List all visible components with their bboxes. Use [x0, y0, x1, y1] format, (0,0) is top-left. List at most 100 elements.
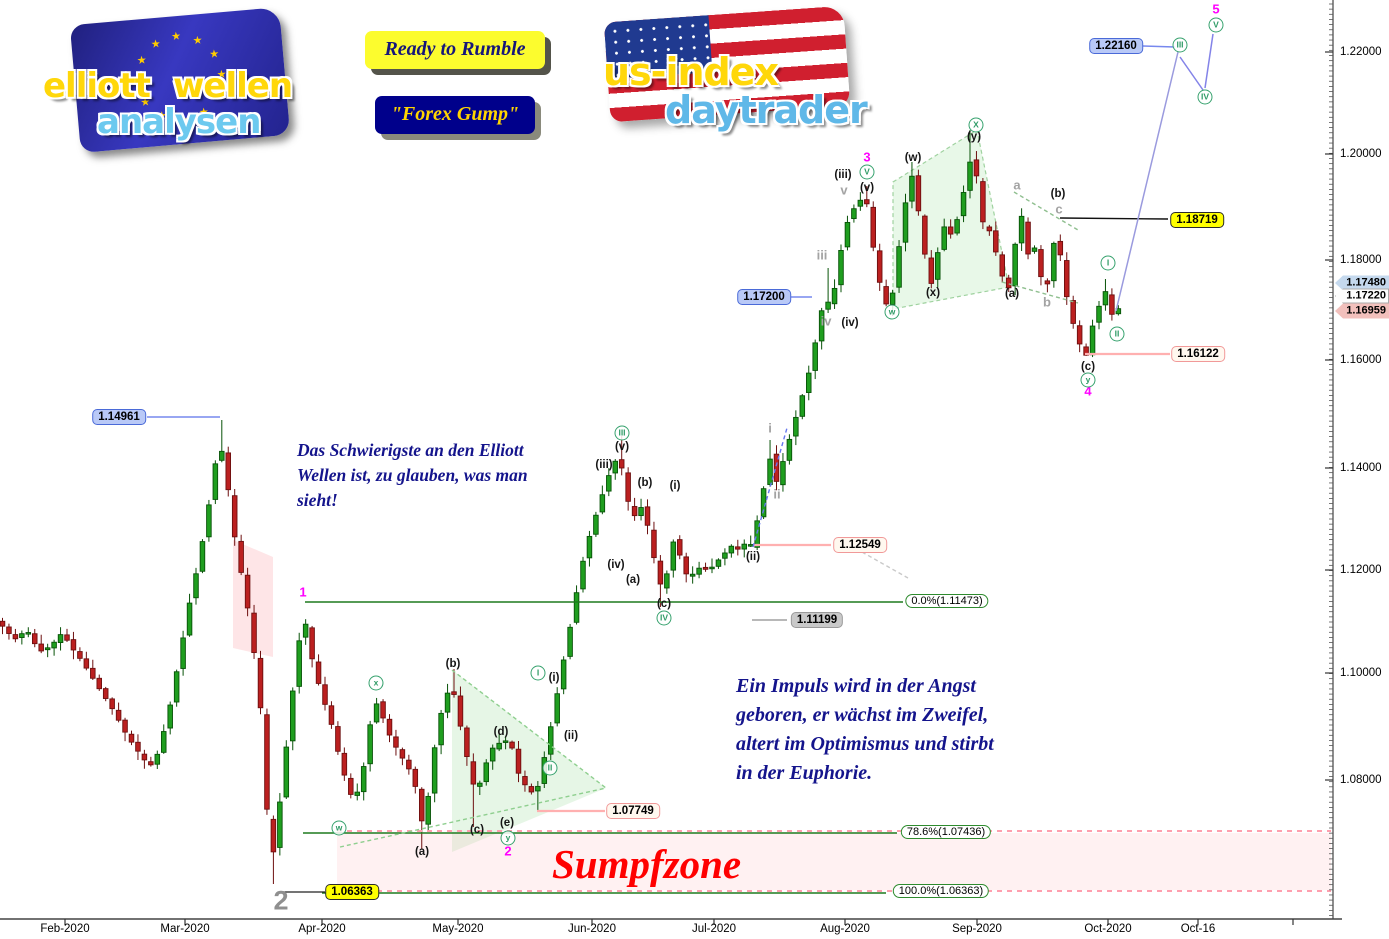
- circled-wave-label: w: [331, 820, 347, 836]
- x-axis-label: May-2020: [432, 923, 484, 935]
- candle-body: [335, 726, 341, 752]
- x-axis-label: Feb-2020: [40, 923, 90, 935]
- candle-body: [470, 761, 477, 785]
- candle-body: [25, 632, 32, 635]
- wave-label: (y): [966, 131, 982, 143]
- wave-label: (b): [445, 658, 461, 670]
- candle-body: [677, 539, 683, 556]
- circled-wave-label: V: [859, 164, 875, 180]
- y-axis-label: 1.08000: [1340, 774, 1382, 786]
- candle-body: [19, 633, 25, 638]
- wave-label: (b): [637, 477, 653, 489]
- candle-body: [354, 791, 361, 796]
- candle-body: [528, 786, 535, 793]
- logo-text-elliott: elliott: [43, 66, 151, 106]
- circled-wave-label: y: [500, 830, 516, 846]
- candle-body: [631, 506, 638, 517]
- x-axis-label: Jun-2020: [568, 923, 616, 935]
- wave-label-minor: v: [840, 182, 848, 198]
- candle-body: [251, 612, 257, 653]
- quote2-line4: in der Euphorie.: [736, 762, 873, 784]
- candle-body: [876, 250, 883, 283]
- y-axis-label: 1.10000: [1340, 667, 1382, 679]
- candle-body: [980, 181, 986, 223]
- us-index-daytrader-logo: us-index daytrader: [595, 4, 895, 149]
- wave-label: (ii): [745, 551, 761, 563]
- overlay-line: [1059, 217, 1169, 220]
- candle-body: [348, 777, 354, 795]
- candle-body: [219, 450, 225, 461]
- candle-body: [1096, 305, 1102, 323]
- wave-label: (x): [925, 287, 941, 299]
- wave-label: (ii): [563, 730, 579, 742]
- wave-label-minor: iii: [816, 247, 828, 263]
- candle-body: [115, 709, 122, 721]
- candle-body: [741, 543, 748, 550]
- candle-body: [32, 633, 38, 645]
- y-axis-label: 1.16000: [1340, 354, 1382, 366]
- candle-body: [560, 659, 567, 690]
- candle-body: [825, 301, 831, 310]
- wave-label: (iv): [841, 317, 859, 329]
- price-callout-label: 1.18719: [1170, 212, 1224, 228]
- candle-body: [360, 766, 367, 793]
- overlay-line: [1142, 45, 1176, 48]
- candle-body: [173, 671, 180, 703]
- wave-label-minor: i: [768, 420, 772, 436]
- candle-body: [780, 461, 786, 486]
- x-axis-label: Apr-2020: [298, 923, 346, 935]
- circled-wave-label: IV: [1197, 89, 1213, 105]
- current-price-tag: 1.17220: [1335, 288, 1389, 304]
- x-axis-label: Sep-2020: [952, 923, 1002, 935]
- price-callout-label: 1.14961: [92, 409, 146, 425]
- wave-label-minor: c: [1055, 201, 1063, 217]
- candle-body: [1109, 294, 1115, 315]
- candle-body: [380, 701, 386, 719]
- candle-body: [283, 746, 290, 798]
- overlay-line: [861, 551, 909, 579]
- overlay-line: [1013, 191, 1079, 231]
- circled-wave-label: V: [1208, 17, 1224, 33]
- candle-body: [612, 460, 619, 474]
- candle-body: [1063, 260, 1070, 298]
- eu-star-icon: ★: [170, 30, 182, 44]
- candle-body: [231, 495, 238, 538]
- candle-body: [580, 560, 586, 590]
- candle-body: [477, 782, 483, 787]
- candle-body: [554, 693, 560, 724]
- candle-body: [302, 623, 309, 638]
- price-callout-label: 1.22160: [1089, 38, 1143, 54]
- candle-body: [399, 749, 406, 759]
- candle-body: [767, 458, 773, 485]
- candle-body: [664, 573, 670, 589]
- candle-body: [180, 637, 186, 669]
- wave-label-minor: iv: [820, 313, 832, 329]
- circled-wave-label: X: [968, 117, 984, 133]
- candle-body: [96, 677, 102, 690]
- candle-body: [328, 705, 335, 725]
- logo-text-analysen: analysen: [97, 102, 261, 142]
- candle-body: [1089, 325, 1096, 356]
- eu-star-icon: ★: [150, 37, 162, 51]
- candle-body: [973, 159, 980, 177]
- candle-body: [760, 488, 767, 518]
- wave-label-minor: b: [1043, 294, 1051, 310]
- candle-body: [928, 257, 935, 284]
- price-callout-label: 1.16122: [1171, 346, 1225, 362]
- candle-body: [618, 459, 625, 469]
- candle-body: [457, 695, 464, 727]
- candle-body: [238, 540, 244, 573]
- candle-body: [186, 602, 193, 636]
- current-price-tag: 1.17480: [1335, 275, 1389, 291]
- wave-label: (a): [414, 846, 430, 858]
- candle-body: [489, 747, 496, 762]
- candle-body: [1057, 240, 1064, 256]
- candle-body: [812, 342, 818, 371]
- candle-body: [83, 658, 90, 669]
- wave-count-label-major: 2: [273, 885, 289, 916]
- candle-body: [438, 712, 444, 746]
- candle-body: [244, 574, 251, 609]
- candle-body: [786, 438, 793, 461]
